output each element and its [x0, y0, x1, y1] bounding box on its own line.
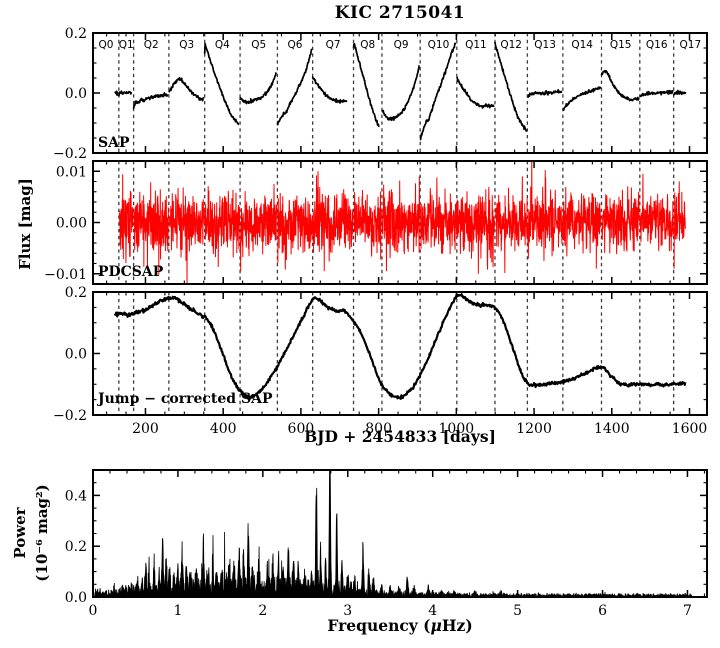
frequency-label-unit: Hz) — [441, 616, 473, 635]
sap-quarter-segment — [132, 92, 169, 109]
quarter-label-q0: Q0 — [98, 39, 113, 51]
mu-symbol: μ — [430, 616, 442, 635]
y-tick-label: 0.0 — [65, 590, 87, 606]
y-axis-label-flux: Flux [mag] — [16, 178, 35, 270]
x-tick-label: 800 — [365, 421, 392, 437]
quarter-label-q12: Q12 — [500, 39, 522, 51]
quarter-label-q5: Q5 — [251, 39, 266, 51]
minor-ticks — [93, 33, 707, 153]
minor-ticks — [93, 469, 707, 597]
x-tick-label: 0 — [89, 603, 98, 619]
y-tick-label: 0.2 — [65, 539, 87, 555]
y-axis-label-power-line1: Power — [11, 507, 30, 559]
x-axis-label-frequency: Frequency (μHz) — [93, 616, 707, 635]
sap-quarter-segment — [311, 76, 348, 104]
x-tick-label: 1000 — [439, 421, 475, 437]
minor-ticks — [93, 292, 707, 415]
sap-quarter-segment — [672, 89, 687, 96]
quarter-label-q3: Q3 — [179, 39, 194, 51]
x-tick-label: 1600 — [672, 421, 708, 437]
pdcsap-curve — [118, 161, 687, 284]
quarter-label-q4: Q4 — [215, 39, 230, 51]
pdcsap-light-curve — [118, 161, 687, 284]
frequency-label-text: Frequency ( — [327, 616, 431, 635]
y-axis-label-power-line2: (10⁻⁶ mag²) — [33, 484, 52, 582]
y-tick-label: −0.2 — [53, 146, 87, 162]
quarter-label-q8: Q8 — [360, 39, 375, 51]
quarter-label-q7: Q7 — [326, 39, 341, 51]
sap-quarter-segment — [168, 76, 205, 102]
x-tick-label: 3 — [343, 603, 352, 619]
x-tick-label: 1200 — [516, 421, 552, 437]
quarter-label-q2: Q2 — [144, 39, 159, 51]
sap-quarter-segment — [276, 48, 313, 126]
quarter-label-q13: Q13 — [534, 39, 556, 51]
sap-quarter-segment — [639, 89, 674, 98]
quarter-label-q10: Q10 — [428, 39, 450, 51]
quarter-label-q11: Q11 — [465, 39, 487, 51]
axes-spine — [92, 32, 708, 154]
panel-label-pdcsap: PDCSAP — [98, 264, 164, 280]
sap-quarter-segment — [352, 42, 380, 128]
y-tick-label: 0.01 — [56, 164, 87, 180]
x-tick-label: 1 — [173, 603, 182, 619]
x-axis-label-time: BJD + 2454833 [days] — [304, 427, 496, 446]
panel-label-jump-corrected-sap: Jump − corrected SAP — [98, 391, 273, 407]
major-ticks — [93, 161, 707, 284]
x-tick-label: 1400 — [594, 421, 630, 437]
x-tick-label: 2 — [258, 603, 267, 619]
sap-quarter-segment — [456, 76, 495, 109]
sap-light-curve — [114, 41, 687, 141]
x-tick-label: 6 — [598, 603, 607, 619]
y-tick-label: 0.00 — [56, 216, 87, 232]
jump-corrected-curve — [113, 293, 687, 400]
axes-spine — [92, 160, 708, 285]
y-tick-label: 0.4 — [65, 488, 87, 504]
sap-quarter-segment — [526, 89, 563, 98]
quarter-label-q6: Q6 — [288, 39, 303, 51]
quarter-label-q1: Q1 — [119, 39, 134, 51]
y-tick-label: −0.01 — [44, 267, 87, 283]
x-tick-label: 200 — [132, 421, 159, 437]
quarter-label-q14: Q14 — [571, 39, 593, 51]
axes-spine — [92, 291, 708, 416]
y-tick-label: 0.2 — [65, 26, 87, 42]
axes-spine — [92, 469, 708, 598]
sap-quarter-segment — [118, 90, 133, 97]
chart-title: KIC 2715041 — [334, 3, 466, 23]
sap-quarter-segment — [239, 71, 277, 105]
x-tick-label: 4 — [428, 603, 437, 619]
x-tick-label: 600 — [288, 421, 315, 437]
sap-quarter-segment — [600, 69, 640, 102]
sap-quarter-segment — [381, 65, 420, 122]
sap-quarter-segment — [562, 86, 602, 111]
y-tick-label: 0.0 — [65, 347, 87, 363]
x-tick-label: 7 — [683, 603, 692, 619]
sap-quarter-segment — [419, 42, 457, 141]
y-tick-label: −0.2 — [53, 408, 87, 424]
sap-quarter-segment — [203, 42, 240, 126]
x-tick-label: 5 — [513, 603, 522, 619]
power-spectrum — [94, 470, 693, 597]
y-tick-label: 0.2 — [65, 285, 87, 301]
y-tick-label: 0.0 — [65, 86, 87, 102]
quarter-label-q16: Q16 — [646, 39, 668, 51]
major-ticks — [92, 470, 707, 598]
quarter-label-q15: Q15 — [610, 39, 632, 51]
quarter-label-q17: Q17 — [680, 39, 702, 51]
sap-quarter-segment — [494, 41, 528, 132]
power-spectrum-area — [94, 470, 693, 597]
major-ticks — [93, 32, 707, 154]
sap-quarter-segment — [114, 90, 119, 97]
panel-label-sap: SAP — [98, 135, 130, 151]
x-tick-label: 400 — [210, 421, 237, 437]
quarter-label-q9: Q9 — [394, 39, 409, 51]
jump-sap-path — [113, 293, 687, 400]
